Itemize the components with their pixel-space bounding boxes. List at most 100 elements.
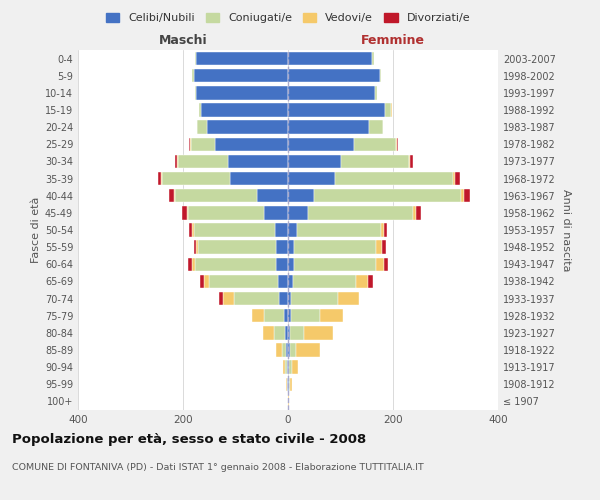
Bar (289, 378, 290, 391)
Bar (191, 138, 215, 151)
Bar (195, 52, 196, 66)
Bar (454, 172, 455, 186)
Bar (288, 104, 385, 117)
Bar (413, 206, 416, 220)
Bar (206, 120, 288, 134)
Bar (282, 344, 286, 356)
Bar (264, 309, 284, 322)
Bar (284, 309, 288, 322)
Bar (372, 52, 374, 66)
Bar (290, 309, 320, 322)
Bar (204, 274, 209, 288)
Bar (376, 240, 382, 254)
Bar (464, 189, 470, 202)
Bar (234, 292, 278, 306)
Bar (285, 360, 287, 374)
Bar (182, 206, 187, 220)
Bar (288, 86, 374, 100)
Bar (286, 326, 288, 340)
Y-axis label: Anni di nascita: Anni di nascita (561, 188, 571, 271)
Bar (288, 154, 341, 168)
Bar (230, 172, 288, 186)
Bar (189, 224, 192, 236)
Bar (288, 69, 380, 82)
Bar (383, 258, 388, 271)
Bar (288, 292, 291, 306)
Bar (288, 309, 290, 322)
Bar (288, 120, 370, 134)
Bar (290, 344, 296, 356)
Bar (196, 86, 288, 100)
Bar (382, 224, 384, 236)
Bar (198, 240, 277, 254)
Bar (288, 326, 290, 340)
Bar (385, 104, 391, 117)
Bar (376, 258, 383, 271)
Bar (370, 120, 383, 134)
Bar (288, 258, 295, 271)
Bar (356, 274, 368, 288)
Bar (288, 206, 308, 220)
Bar (193, 69, 288, 82)
Bar (288, 360, 289, 374)
Bar (409, 154, 410, 168)
Bar (288, 224, 298, 236)
Bar (158, 172, 161, 186)
Bar (276, 344, 282, 356)
Bar (295, 258, 376, 271)
Bar (341, 154, 409, 168)
Bar (289, 360, 292, 374)
Bar (314, 189, 461, 202)
Bar (188, 258, 193, 271)
Bar (277, 240, 288, 254)
Bar (461, 189, 464, 202)
Text: COMUNE DI FONTANIVA (PD) - Dati ISTAT 1° gennaio 2008 - Elaborazione TUTTITALIA.: COMUNE DI FONTANIVA (PD) - Dati ISTAT 1°… (12, 462, 424, 471)
Bar (283, 360, 285, 374)
Bar (286, 344, 288, 356)
Bar (253, 309, 264, 322)
Bar (175, 189, 257, 202)
Bar (308, 206, 413, 220)
Bar (397, 138, 398, 151)
Bar (298, 224, 382, 236)
Bar (384, 224, 387, 236)
Bar (196, 240, 198, 254)
Bar (174, 189, 175, 202)
Bar (162, 172, 230, 186)
Bar (288, 52, 372, 66)
Bar (320, 309, 343, 322)
Bar (190, 138, 191, 151)
Bar (199, 104, 202, 117)
Bar (335, 172, 454, 186)
Legend: Celibi/Nubili, Coniugati/e, Vedovi/e, Divorziati/e: Celibi/Nubili, Coniugati/e, Vedovi/e, Di… (101, 8, 475, 28)
Bar (189, 138, 190, 151)
Bar (188, 206, 265, 220)
Bar (288, 189, 314, 202)
Bar (293, 274, 356, 288)
Bar (257, 189, 288, 202)
Bar (193, 240, 196, 254)
Bar (263, 326, 274, 340)
Bar (291, 292, 338, 306)
Bar (277, 258, 288, 271)
Bar (187, 206, 188, 220)
Bar (290, 326, 304, 340)
Bar (288, 138, 353, 151)
Bar (304, 326, 333, 340)
Bar (196, 52, 288, 66)
Bar (195, 86, 196, 100)
Bar (382, 240, 386, 254)
Bar (176, 154, 178, 168)
Bar (380, 69, 382, 82)
Bar (169, 189, 174, 202)
Bar (288, 172, 335, 186)
Bar (353, 138, 395, 151)
Text: Maschi: Maschi (158, 34, 208, 48)
Bar (292, 360, 298, 374)
Bar (455, 172, 460, 186)
Bar (338, 292, 359, 306)
Bar (227, 154, 288, 168)
Bar (296, 344, 320, 356)
Bar (395, 138, 397, 151)
Bar (274, 326, 286, 340)
